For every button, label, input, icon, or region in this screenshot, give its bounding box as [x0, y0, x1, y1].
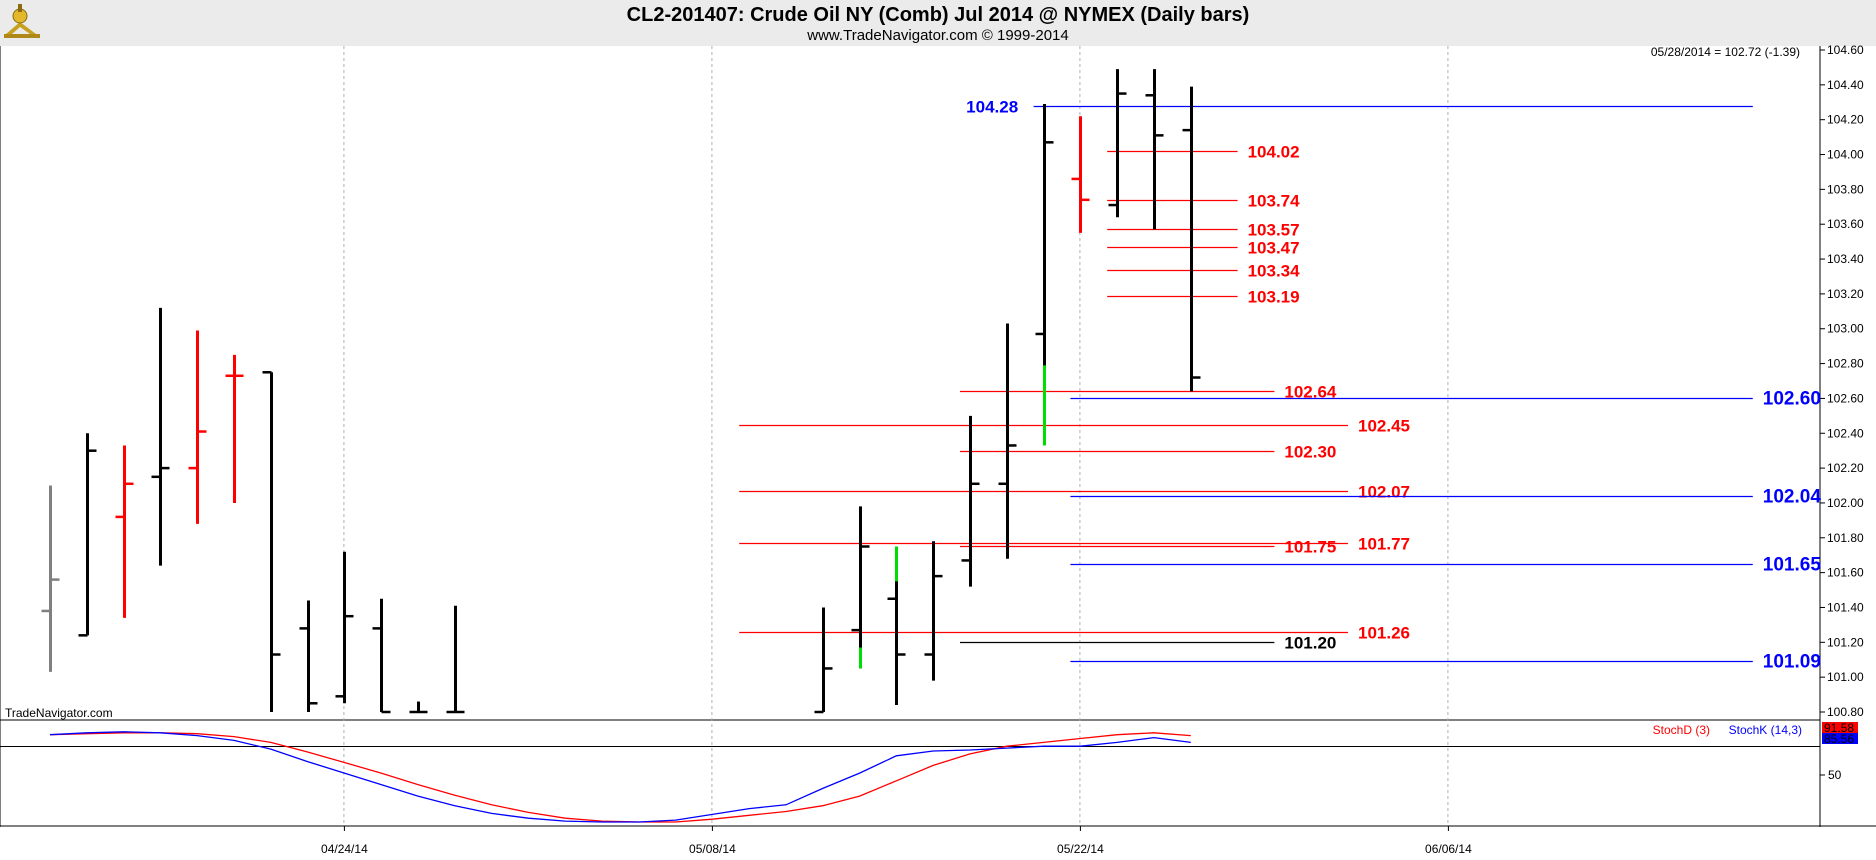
ohlc-bar [924, 541, 943, 681]
ohlc-bar [1108, 69, 1127, 218]
price-tick-label: 102.80 [1827, 357, 1864, 371]
price-tick-label: 104.00 [1827, 148, 1864, 162]
ohlc-bar [299, 600, 318, 712]
chart-title: CL2-201407: Crude Oil NY (Comb) Jul 2014… [627, 4, 1250, 26]
stochd-value-flag [1822, 722, 1858, 733]
level-label: 103.57 [1248, 221, 1300, 240]
price-tick-label: 103.00 [1827, 322, 1864, 336]
price-tick-label: 103.60 [1827, 217, 1864, 231]
level-label: 103.34 [1248, 262, 1301, 281]
price-tick-label: 101.60 [1827, 566, 1864, 580]
title-bar [0, 0, 1876, 46]
ohlc-bar [41, 485, 60, 672]
level-label: 102.07 [1358, 483, 1410, 502]
level-label: 101.77 [1358, 535, 1410, 554]
ohlc-bar [151, 307, 170, 566]
ohlc-bar [851, 506, 870, 669]
stoch-tick-label: 50 [1828, 768, 1842, 782]
price-axis: 104.60 104.40 104.20 104.00 103.80 103.60 103.… [1820, 43, 1864, 719]
level-label: 101.75 [1284, 538, 1336, 557]
last-quote: 05/28/2014 = 102.72 (-1.39) [1651, 45, 1800, 59]
ohlc-bar [409, 701, 428, 714]
stochk-value-flag [1822, 733, 1858, 744]
ohlc-bar [1035, 104, 1054, 446]
level-label: 101.26 [1358, 624, 1410, 643]
stochd-value: 91.58 [1824, 721, 1854, 735]
ohlc-bar [1071, 116, 1090, 233]
price-tick-label: 101.20 [1827, 635, 1864, 649]
ohlc-bar [115, 445, 134, 618]
price-tick-label: 103.80 [1827, 182, 1864, 196]
ohlc-bar [1145, 69, 1164, 230]
level-label: 102.45 [1358, 417, 1410, 436]
level-label: 103.47 [1248, 239, 1300, 258]
price-tick-label: 100.80 [1827, 705, 1864, 719]
price-tick-label: 102.60 [1827, 391, 1864, 405]
price-grid [0, 46, 1876, 860]
ohlc-bar [262, 371, 281, 712]
stochd-legend: StochD (3) [1653, 723, 1710, 737]
price-tick-label: 101.80 [1827, 531, 1864, 545]
date-tick-label: 06/06/14 [1425, 842, 1472, 856]
ohlc-bar [335, 551, 354, 704]
price-tick-label: 103.20 [1827, 287, 1864, 301]
ohlc-bar [887, 546, 906, 706]
level-label: 102.04 [1763, 487, 1822, 508]
date-tick-label: 04/24/14 [321, 842, 368, 856]
price-tick-label: 104.60 [1827, 43, 1864, 57]
stochk-line [49, 731, 1191, 823]
ohlc-bar [998, 323, 1017, 559]
price-tick-label: 104.40 [1827, 78, 1864, 92]
date-tick-label: 05/08/14 [689, 842, 736, 856]
level-label: 104.02 [1248, 143, 1300, 162]
level-label: 101.09 [1763, 652, 1821, 673]
ohlc-bar [961, 415, 980, 587]
ohlc-bar [372, 598, 391, 714]
ohlc-bar [225, 354, 244, 503]
price-bars [41, 69, 1201, 714]
price-tick-label: 102.40 [1827, 426, 1864, 440]
level-label: 101.20 [1284, 634, 1336, 653]
price-tick-label: 101.40 [1827, 600, 1864, 614]
price-tick-label: 101.00 [1827, 670, 1864, 684]
level-label: 101.65 [1763, 555, 1822, 576]
ohlc-bar [1182, 86, 1201, 392]
level-label: 104.28 [966, 98, 1018, 117]
ohlc-bar [188, 330, 207, 524]
chart-subtitle: www.TradeNavigator.com © 1999-2014 [806, 27, 1068, 44]
price-tick-label: 102.00 [1827, 496, 1864, 510]
ohlc-bar [814, 607, 833, 714]
price-tick-label: 104.20 [1827, 113, 1864, 127]
ohlc-bar [446, 605, 465, 714]
ohlc-bar [78, 433, 97, 637]
logo-icon [4, 4, 40, 38]
date-axis: 04/24/14 05/08/14 05/22/14 06/06/14 [0, 826, 1876, 860]
date-tick-label: 05/22/14 [1057, 842, 1104, 856]
date-axis-bg [0, 827, 1876, 860]
watermark: TradeNavigator.com [5, 706, 113, 720]
level-label: 102.64 [1284, 383, 1337, 402]
level-label: 103.19 [1248, 288, 1300, 307]
price-tick-label: 102.20 [1827, 461, 1864, 475]
stochk-value: 85.56 [1824, 732, 1854, 746]
level-label: 103.74 [1248, 192, 1301, 211]
level-label: 102.60 [1763, 389, 1821, 410]
level-label: 102.30 [1284, 443, 1336, 462]
price-tick-label: 103.40 [1827, 252, 1864, 266]
stochk-legend: StochK (14,3) [1729, 723, 1802, 737]
